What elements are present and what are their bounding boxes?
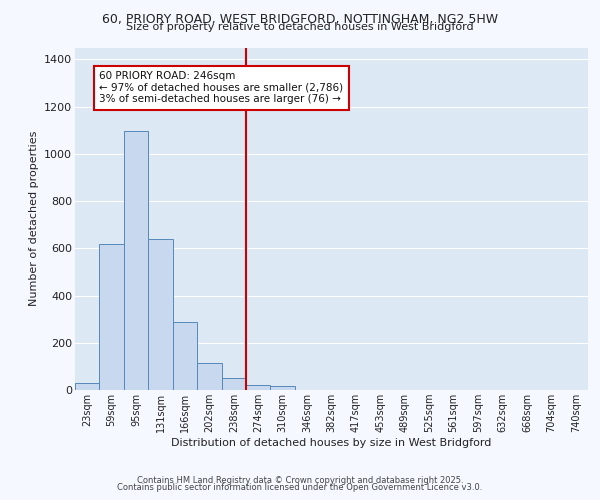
Text: Size of property relative to detached houses in West Bridgford: Size of property relative to detached ho… bbox=[126, 22, 474, 32]
Bar bbox=[148, 239, 173, 390]
Y-axis label: Number of detached properties: Number of detached properties bbox=[29, 131, 38, 306]
Text: Contains HM Land Registry data © Crown copyright and database right 2025.: Contains HM Land Registry data © Crown c… bbox=[137, 476, 463, 485]
Bar bbox=[173, 322, 197, 390]
Text: 60 PRIORY ROAD: 246sqm
← 97% of detached houses are smaller (2,786)
3% of semi-d: 60 PRIORY ROAD: 246sqm ← 97% of detached… bbox=[100, 71, 344, 104]
Text: Contains public sector information licensed under the Open Government Licence v3: Contains public sector information licen… bbox=[118, 484, 482, 492]
Bar bbox=[75, 383, 100, 390]
Bar bbox=[197, 363, 221, 390]
Bar bbox=[246, 386, 271, 390]
Bar bbox=[221, 378, 246, 390]
Bar bbox=[271, 386, 295, 390]
X-axis label: Distribution of detached houses by size in West Bridgford: Distribution of detached houses by size … bbox=[172, 438, 491, 448]
Text: 60, PRIORY ROAD, WEST BRIDGFORD, NOTTINGHAM, NG2 5HW: 60, PRIORY ROAD, WEST BRIDGFORD, NOTTING… bbox=[102, 12, 498, 26]
Bar bbox=[100, 244, 124, 390]
Bar bbox=[124, 132, 148, 390]
